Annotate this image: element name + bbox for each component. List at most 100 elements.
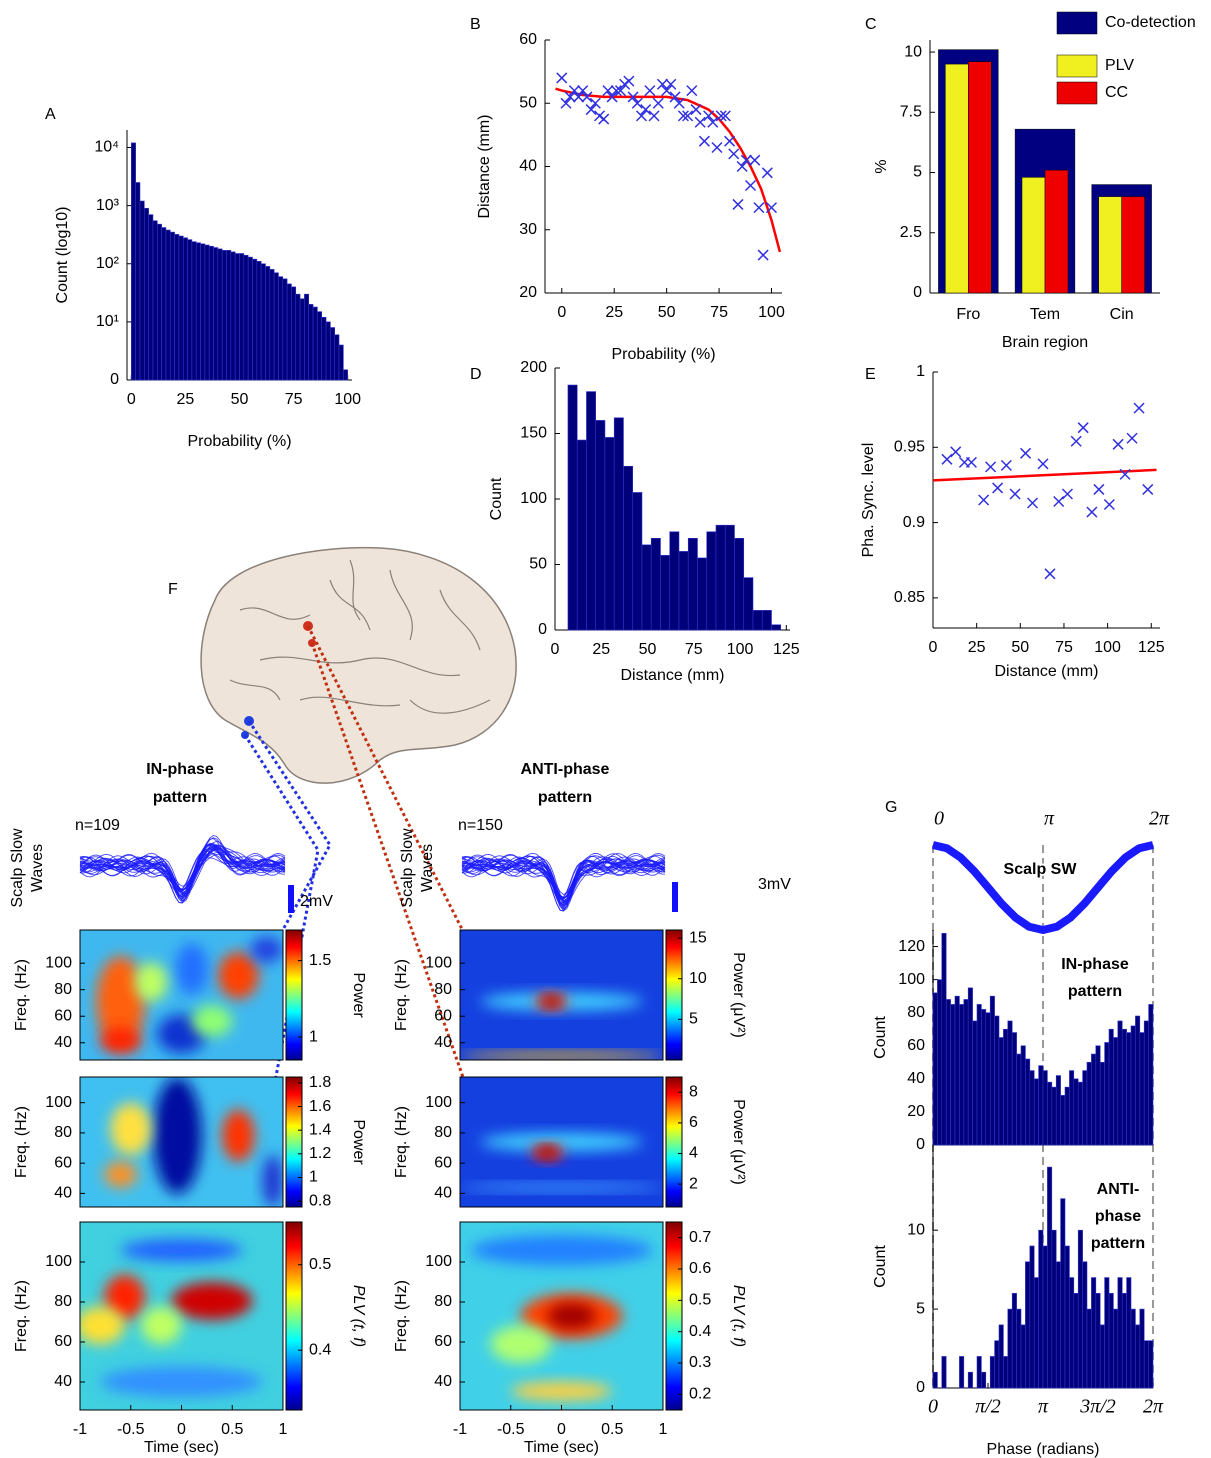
- annotation: IN-phase: [1061, 956, 1129, 973]
- column-title: pattern: [153, 789, 207, 806]
- bar: [282, 278, 288, 381]
- y-tick-label: 10: [907, 1221, 925, 1238]
- bar: [174, 234, 180, 381]
- bar: [230, 251, 236, 381]
- x-tick-label: Fro: [956, 306, 980, 323]
- bar: [976, 1004, 982, 1146]
- bar: [252, 258, 258, 381]
- bar: [1021, 177, 1046, 294]
- bar: [195, 242, 201, 381]
- x-tick-label: 3π/2: [1079, 1396, 1116, 1418]
- x-tick-label: 2π: [1149, 808, 1170, 830]
- y-tick-label: 40: [434, 1185, 452, 1202]
- y-tick-label: 5: [913, 164, 922, 181]
- x-tick-label: 75: [710, 304, 728, 321]
- heatmap-blob: [490, 1325, 552, 1363]
- trace-label: Waves: [419, 844, 436, 892]
- heatmap-blob: [175, 943, 208, 995]
- point: [573, 91, 585, 103]
- point: [728, 148, 740, 160]
- bar: [1117, 1020, 1123, 1146]
- bar: [243, 254, 249, 381]
- bar: [771, 624, 782, 631]
- bar: [941, 933, 947, 1146]
- point: [703, 110, 715, 122]
- bar: [1047, 1166, 1053, 1389]
- heatmap-blob: [153, 1077, 202, 1194]
- bar: [1016, 1053, 1022, 1146]
- heatmap-blob: [110, 1103, 152, 1155]
- panel-letter: D: [470, 366, 482, 383]
- point: [589, 97, 601, 109]
- point: [652, 97, 664, 109]
- heatmap-blob: [171, 1282, 253, 1320]
- bar: [1113, 1037, 1119, 1146]
- x-tick-label: 0: [127, 391, 136, 408]
- x-tick-label: -0.5: [117, 1421, 145, 1438]
- bar: [312, 306, 318, 381]
- x-tick-label: 100: [758, 304, 785, 321]
- bar: [1148, 1340, 1154, 1389]
- bar: [604, 437, 615, 631]
- bar: [178, 235, 184, 381]
- bar: [1099, 1062, 1105, 1146]
- heatmap-blob: [539, 1147, 556, 1158]
- colorbar-label: Power: [350, 972, 367, 1018]
- bar: [260, 263, 266, 381]
- point: [749, 154, 761, 166]
- bar: [278, 276, 284, 381]
- bar: [1042, 1245, 1048, 1389]
- point: [623, 75, 635, 87]
- bar: [1082, 1070, 1088, 1146]
- heatmap-blob: [134, 962, 168, 1002]
- bar: [1121, 196, 1145, 294]
- bar: [706, 531, 717, 631]
- bar: [1029, 1070, 1035, 1146]
- x-tick-label: 0: [557, 304, 566, 321]
- legend-label: CC: [1105, 84, 1128, 101]
- y-tick-label: 100: [45, 1094, 72, 1111]
- slow-wave-traces: [79, 835, 666, 912]
- bar: [169, 231, 175, 381]
- colorbar-tick-label: 4: [689, 1145, 698, 1162]
- x-tick-label: -0.5: [497, 1421, 525, 1438]
- y-tick-label: 40: [907, 1070, 925, 1087]
- x-tick-label: 100: [727, 641, 754, 658]
- y-tick-label: 20: [519, 284, 537, 301]
- plot-frame: [459, 929, 664, 1061]
- y-tick-label: 10⁴: [94, 139, 119, 156]
- y-axis-label: Count (log10): [54, 207, 71, 304]
- bar: [932, 1371, 938, 1389]
- x-axis-label: Distance (mm): [620, 667, 724, 684]
- heatmap-blob: [543, 996, 560, 1007]
- bar: [1135, 1324, 1141, 1389]
- bar: [660, 555, 671, 631]
- colorbar-label: Power (μV²): [730, 1099, 747, 1185]
- y-tick-label: 60: [907, 1037, 925, 1054]
- bar: [632, 492, 643, 631]
- x-tick-label: 100: [1094, 639, 1121, 656]
- y-tick-label: 100: [425, 1253, 452, 1270]
- bar: [650, 537, 661, 631]
- colorbar-tick-label: 1.4: [309, 1121, 331, 1138]
- point: [1112, 438, 1124, 450]
- bar: [321, 316, 327, 381]
- point: [736, 160, 748, 173]
- bar: [715, 524, 726, 631]
- point: [1061, 488, 1073, 500]
- x-tick-label: 50: [231, 391, 249, 408]
- y-axis-label: Freq. (Hz): [393, 959, 410, 1031]
- bar: [291, 286, 297, 381]
- y-tick-label: 40: [434, 1034, 452, 1051]
- annotation: phase: [1095, 1208, 1141, 1225]
- bar: [1135, 1015, 1141, 1146]
- y-tick-label: 100: [45, 954, 72, 971]
- bar: [182, 237, 188, 381]
- bar: [586, 391, 597, 631]
- heatmap-blob: [460, 1183, 663, 1192]
- heatmap-blob: [480, 1132, 643, 1152]
- y-tick-label: 10: [904, 43, 922, 60]
- colorbar-tick-label: 0.8: [309, 1192, 331, 1209]
- point: [581, 91, 593, 103]
- colorbar-tick-label: 1.5: [309, 952, 331, 969]
